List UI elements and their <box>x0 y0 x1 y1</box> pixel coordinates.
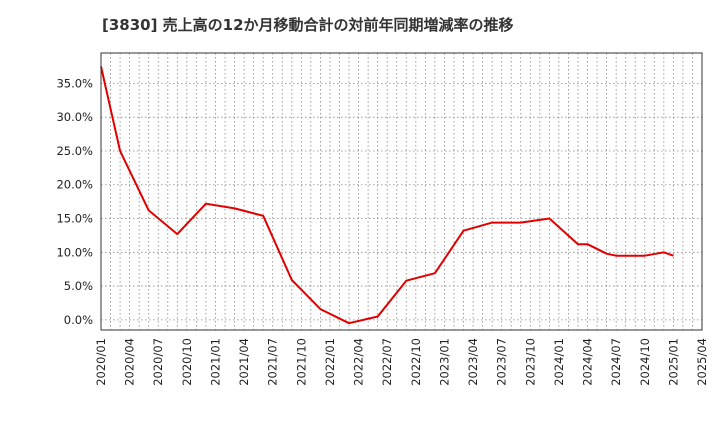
x-tick-label: 2020/07 <box>151 338 165 386</box>
x-tick-label: 2024/04 <box>581 338 595 386</box>
y-tick-label: 15.0% <box>56 212 93 226</box>
y-tick-label: 0.0% <box>64 313 93 327</box>
x-tick-label: 2020/10 <box>180 338 194 386</box>
x-tick-label: 2024/07 <box>609 338 623 386</box>
plot-frame <box>100 52 703 331</box>
x-tick-label: 2020/04 <box>123 338 137 386</box>
x-tick-label: 2021/04 <box>237 338 251 386</box>
x-axis-ticks: 2020/01 2020/04 2020/07 2020/10 2021/01 2021/… <box>94 338 709 386</box>
y-tick-label: 25.0% <box>56 144 93 158</box>
x-tick-label: 2025/01 <box>666 338 680 386</box>
x-tick-label: 2023/04 <box>466 338 480 386</box>
x-tick-label: 2021/10 <box>294 338 308 386</box>
x-tick-label: 2024/10 <box>638 338 652 386</box>
series-layer <box>100 66 674 325</box>
y-tick-label: 20.0% <box>56 178 93 192</box>
y-axis-ticks: 0.0% 5.0% 10.0% 15.0% 20.0% 25.0% 30.0% 35.0% <box>56 76 93 326</box>
x-tick-label: 2023/10 <box>523 338 537 386</box>
x-tick-label: 2024/01 <box>552 338 566 386</box>
x-tick-label: 2022/10 <box>409 338 423 386</box>
y-tick-label: 30.0% <box>56 110 93 124</box>
y-tick-label: 5.0% <box>64 279 93 293</box>
x-tick-label: 2020/01 <box>94 338 108 386</box>
x-tick-label: 2025/04 <box>695 338 709 386</box>
x-tick-label: 2023/01 <box>437 338 451 386</box>
y-tick-label: 35.0% <box>56 76 93 90</box>
x-tick-label: 2023/07 <box>495 338 509 386</box>
x-tick-label: 2021/07 <box>266 338 280 386</box>
chart-title: [3830] 売上高の12か月移動合計の対前年同期増減率の推移 <box>102 16 514 34</box>
series-line <box>100 66 674 325</box>
x-tick-label: 2022/01 <box>323 338 337 386</box>
x-tick-label: 2022/07 <box>380 338 394 386</box>
y-tick-label: 10.0% <box>56 245 93 259</box>
x-tick-label: 2021/01 <box>208 338 222 386</box>
x-tick-label: 2022/04 <box>352 338 366 386</box>
grid-layer <box>101 53 702 330</box>
